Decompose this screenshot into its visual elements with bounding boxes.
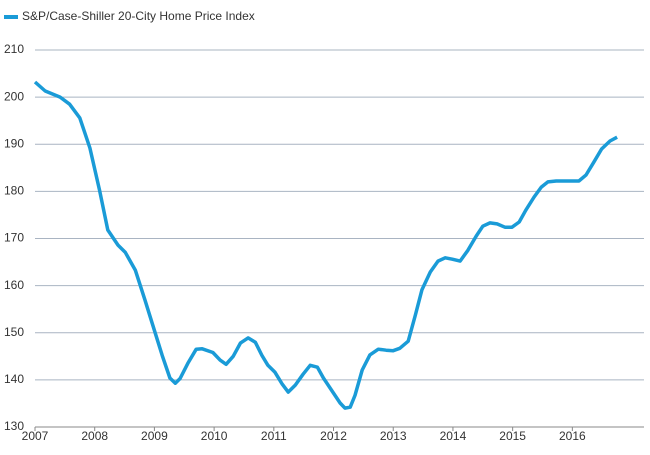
- x-tick-label: 2007: [22, 429, 49, 443]
- line: [33, 80, 618, 410]
- y-tick-label: 210: [4, 42, 24, 56]
- x-tick-label: 2014: [440, 429, 467, 443]
- x-tick-label: 2009: [141, 429, 168, 443]
- x-tick-label: 2008: [81, 429, 108, 443]
- x-tick-label: 2010: [201, 429, 228, 443]
- x-tick-label: 2011: [261, 429, 287, 443]
- x-tick-label: 2012: [320, 429, 347, 443]
- legend-label: S&P/Case-Shiller 20-City Home Price Inde…: [22, 9, 255, 23]
- x-tick-label: 2016: [559, 429, 586, 443]
- y-tick-label: 180: [4, 184, 24, 198]
- x-tick-label: 2013: [380, 429, 407, 443]
- y-tick-label: 160: [4, 278, 24, 292]
- y-tick-label: 200: [4, 89, 24, 103]
- y-tick-label: 170: [4, 231, 24, 245]
- y-tick-label: 190: [4, 136, 24, 150]
- y-tick-label: 140: [4, 372, 24, 386]
- y-tick-label: 130: [4, 419, 24, 433]
- y-tick-label: 150: [4, 325, 24, 339]
- x-tick-label: 2015: [499, 429, 526, 443]
